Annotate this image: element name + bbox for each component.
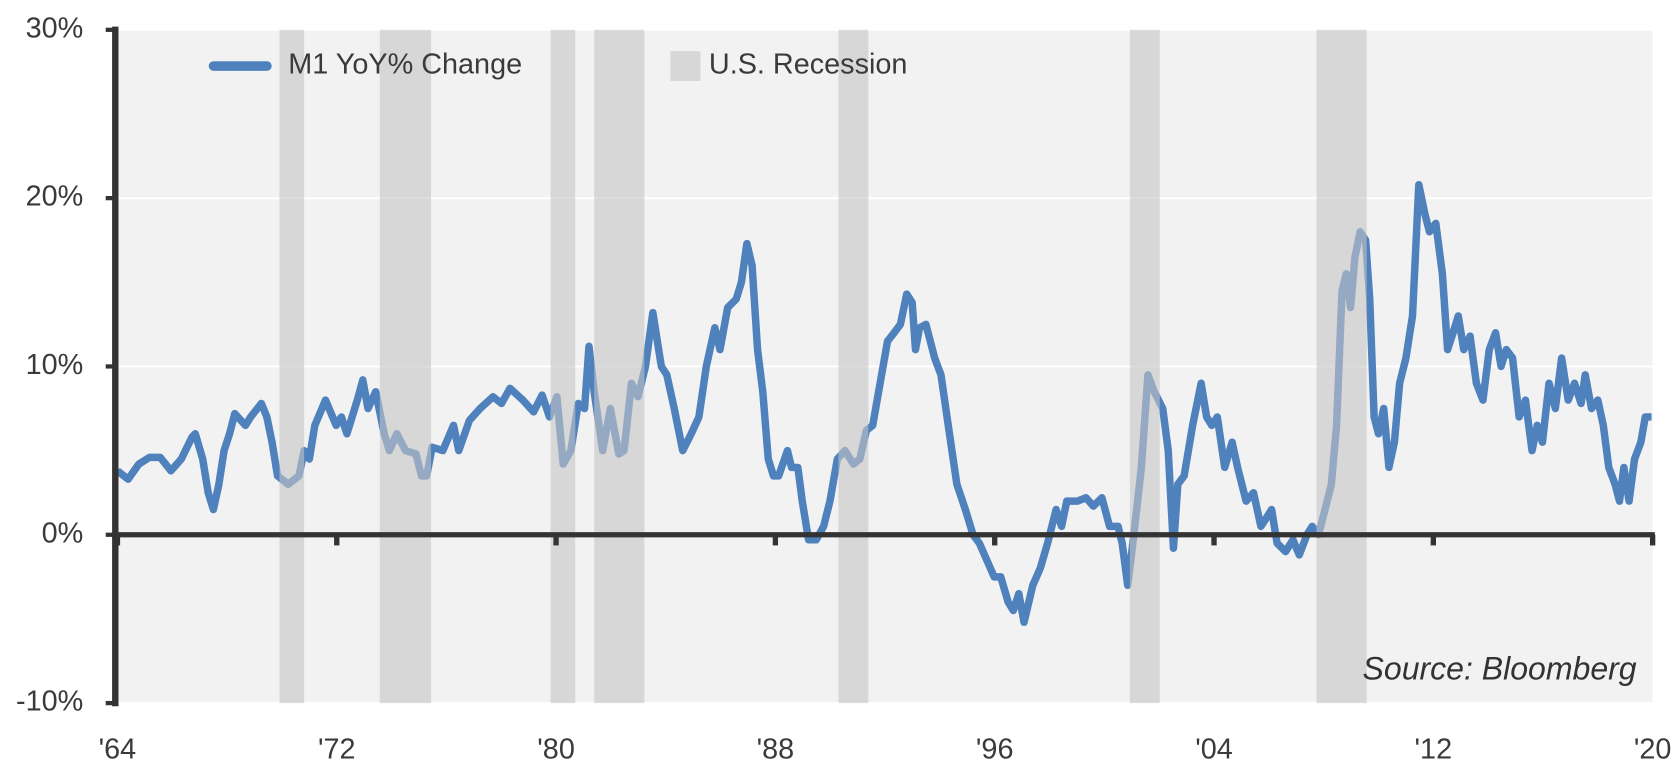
y-tick-label: 0% — [42, 517, 84, 549]
recession-band — [594, 29, 645, 704]
x-tick-label: '04 — [1195, 734, 1233, 766]
x-tick-label: '12 — [1415, 734, 1453, 766]
y-tick-label: 10% — [26, 349, 84, 381]
recession-band — [1129, 29, 1160, 704]
legend-label: U.S. Recession — [709, 49, 908, 81]
x-tick-label: '80 — [537, 734, 575, 766]
recession-band — [279, 29, 305, 704]
x-tick-label: '64 — [99, 734, 137, 766]
x-tick-label: '88 — [757, 734, 795, 766]
x-tick-label: '96 — [976, 734, 1014, 766]
legend-swatch-band — [670, 51, 701, 81]
axes: -10% 0% 10% 20% 30% '64 '72 '80 '88 '96 '04 '12 '20 — [16, 12, 1671, 765]
recession-band — [838, 29, 869, 704]
marks — [115, 29, 1652, 704]
recession-band — [1316, 29, 1367, 704]
y-tick-label: 20% — [26, 181, 84, 213]
y-tick-label: -10% — [16, 686, 83, 718]
legend: M1 YoY% Change U.S. Recession — [208, 49, 908, 81]
source-note: Source: Bloomberg — [1363, 651, 1637, 687]
recession-band — [550, 29, 576, 704]
y-tick-label: 30% — [26, 12, 84, 44]
x-tick-label: '20 — [1634, 734, 1672, 766]
legend-label: M1 YoY% Change — [288, 49, 522, 81]
x-tick-label: '72 — [318, 734, 356, 766]
recession-band — [379, 29, 432, 704]
